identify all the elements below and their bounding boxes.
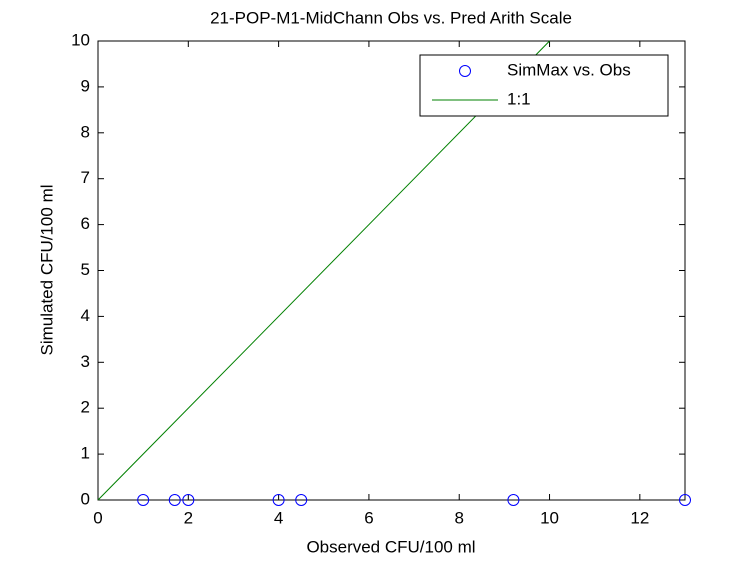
plot-area (97, 40, 686, 501)
line-series (97, 40, 550, 501)
scatter-point (507, 494, 520, 506)
x-tick-label: 8 (454, 508, 463, 527)
scatter-point (137, 494, 150, 506)
y-tick-label: 10 (71, 30, 90, 49)
y-tick-label: 9 (81, 76, 90, 95)
y-tick-label: 6 (81, 214, 90, 233)
scatter-point (182, 494, 195, 506)
legend-box (419, 54, 669, 117)
x-tick-label: 0 (93, 508, 102, 527)
chart-title: 21-POP-M1-MidChann Obs vs. Pred Arith Sc… (210, 8, 572, 27)
y-tick-label: 3 (81, 352, 90, 371)
x-axis-label: Observed CFU/100 ml (306, 537, 475, 556)
x-tick-label: 2 (184, 508, 193, 527)
scatter-point (272, 494, 285, 506)
x-tick-label: 6 (364, 508, 373, 527)
y-tick-label: 2 (81, 398, 90, 417)
scatter-point (168, 494, 181, 506)
scatter-point (295, 494, 308, 506)
x-tick-label: 4 (274, 508, 283, 527)
x-tick-label: 10 (540, 508, 559, 527)
y-tick-label: 5 (81, 260, 90, 279)
y-tick-label: 7 (81, 168, 90, 187)
legend-label: SimMax vs. Obs (507, 60, 631, 79)
legend-swatch (459, 65, 471, 77)
y-tick-label: 1 (81, 444, 90, 463)
x-tick-label: 12 (630, 508, 649, 527)
scatter-point (679, 494, 691, 506)
y-tick-label: 0 (81, 489, 90, 508)
y-axis-label: Simulated CFU/100 ml (37, 184, 56, 355)
y-tick-label: 4 (81, 306, 90, 325)
legend-label: 1:1 (507, 89, 531, 108)
y-tick-label: 8 (81, 122, 90, 141)
